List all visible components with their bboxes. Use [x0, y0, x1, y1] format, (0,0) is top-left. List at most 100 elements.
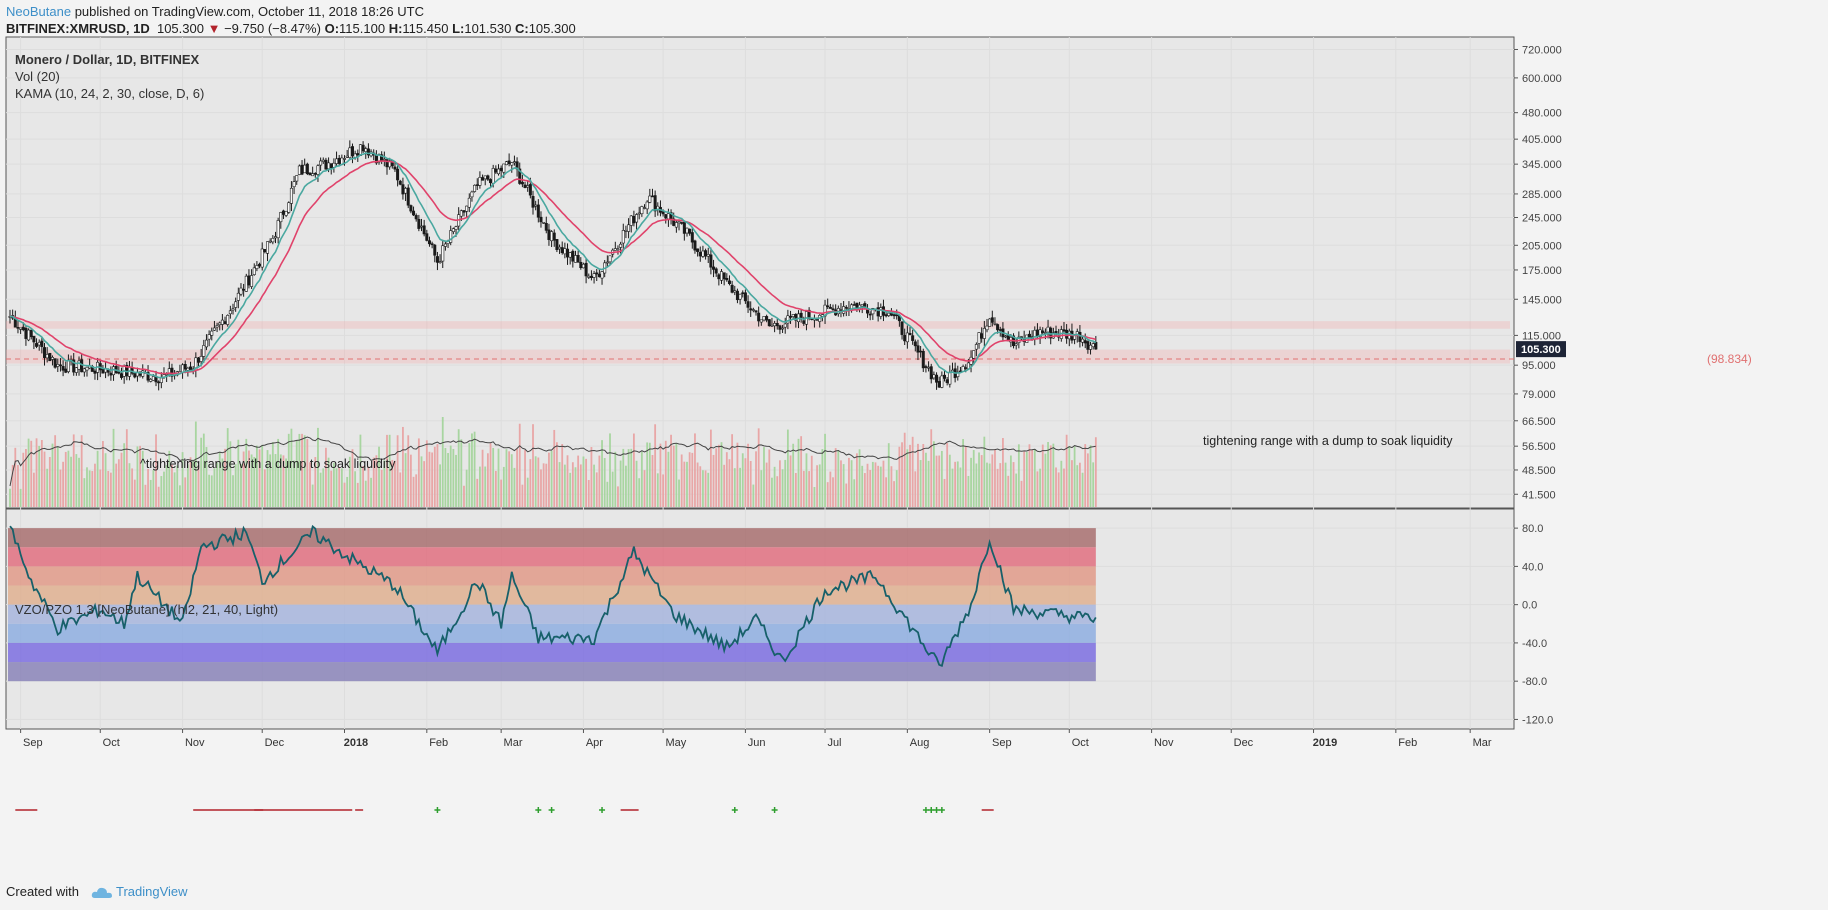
volume-bar	[1076, 465, 1079, 507]
volume-bar	[234, 464, 237, 507]
main-y-tick-label: 285.000	[1522, 189, 1562, 201]
candle-body	[828, 306, 832, 309]
candle-body	[289, 187, 293, 204]
candle-body	[627, 224, 631, 232]
volume-bar	[792, 443, 795, 507]
candle-body	[701, 250, 705, 257]
ohlc-header: BITFINEX:XMRUSD, 1D 105.300 ▼ −9.750 (−8…	[6, 21, 576, 36]
volume-bar	[1073, 446, 1076, 507]
volume-bar	[662, 474, 664, 507]
candle-body	[212, 327, 216, 331]
volume-bar	[571, 462, 574, 507]
candle-body	[244, 275, 248, 292]
volume-bar	[263, 469, 266, 507]
volume-bar	[38, 445, 41, 507]
candle-body	[568, 252, 572, 258]
candle-body	[783, 323, 787, 328]
candle-body	[974, 344, 978, 350]
candle-body	[393, 166, 397, 170]
candle-body	[751, 309, 755, 311]
candle-body	[977, 332, 981, 344]
volume-bar	[609, 433, 611, 507]
volume-bar	[420, 456, 423, 507]
main-y-tick-label: 66.500	[1522, 416, 1556, 428]
candle-body	[401, 184, 405, 195]
candle-body	[762, 316, 766, 321]
volume-bar	[962, 439, 964, 507]
candle-body	[417, 218, 421, 229]
volume-bar	[556, 442, 558, 507]
candle-body	[1089, 344, 1093, 350]
candle-body	[597, 273, 601, 278]
volume-bar	[160, 476, 163, 507]
volume-bar	[314, 457, 317, 507]
candle-body	[624, 229, 628, 232]
volume-bar	[542, 463, 545, 507]
candle-body	[600, 271, 604, 279]
candle-body	[539, 216, 543, 223]
volume-bar	[821, 449, 824, 507]
volume-bar	[816, 465, 818, 507]
candle-body	[903, 334, 907, 342]
volume-bar	[1015, 473, 1018, 507]
low-value: 101.530	[464, 21, 512, 36]
volume-bar	[672, 445, 675, 507]
volume-bar	[879, 466, 882, 507]
candle-body	[1027, 333, 1031, 338]
candle-body	[640, 206, 644, 215]
volume-bar	[311, 484, 314, 507]
candle-body	[1091, 343, 1095, 348]
main-y-tick-label: 405.000	[1522, 134, 1562, 146]
candle-body	[321, 159, 325, 162]
volume-bar	[978, 452, 980, 507]
candle-body	[236, 292, 240, 301]
x-tick-label: 2018	[344, 737, 368, 749]
candle-body	[905, 332, 909, 343]
volume-bar	[656, 473, 659, 507]
volume-bar	[468, 442, 471, 507]
candle-body	[948, 372, 952, 385]
volume-bar	[569, 472, 572, 507]
candle-body	[279, 212, 283, 223]
volume-bar	[256, 445, 258, 507]
candle-body	[608, 255, 612, 263]
volume-bar	[1060, 460, 1063, 507]
volume-bar	[43, 451, 46, 507]
volume-bar	[948, 454, 951, 507]
volume-bar	[786, 429, 789, 507]
volume-bar	[479, 466, 481, 507]
candle-body	[581, 263, 585, 269]
kama-slow-line	[9, 160, 1097, 375]
author-link[interactable]: NeoButane	[6, 4, 72, 19]
volume-bar	[91, 471, 94, 507]
volume-bar	[17, 465, 19, 507]
volume-bar	[837, 449, 840, 507]
volume-bar	[988, 463, 991, 507]
candle-body	[985, 325, 989, 331]
down-arrow-icon: ▼	[207, 21, 221, 36]
candle-body	[305, 163, 309, 175]
volume-bar	[845, 483, 848, 507]
volume-bar	[428, 451, 431, 507]
candle-body	[982, 328, 986, 339]
volume-bar	[356, 482, 359, 507]
tradingview-logo[interactable]: TradingView	[91, 884, 188, 899]
volume-bar	[155, 434, 157, 507]
volume-bar	[465, 469, 468, 507]
volume-bar	[558, 462, 561, 507]
volume-bar	[842, 464, 845, 507]
volume-bar	[303, 435, 306, 507]
volume-bar	[295, 440, 298, 507]
volume-bar	[646, 442, 649, 507]
volume-bar	[386, 434, 388, 507]
candle-body	[496, 168, 500, 175]
candle-body	[988, 318, 992, 327]
volume-bar	[659, 443, 662, 507]
volume-bar	[32, 472, 35, 507]
volume-bar	[927, 460, 930, 507]
candle-body	[343, 158, 347, 160]
volume-bar	[218, 452, 221, 507]
volume-bar	[380, 469, 383, 507]
volume-bar	[481, 449, 484, 507]
